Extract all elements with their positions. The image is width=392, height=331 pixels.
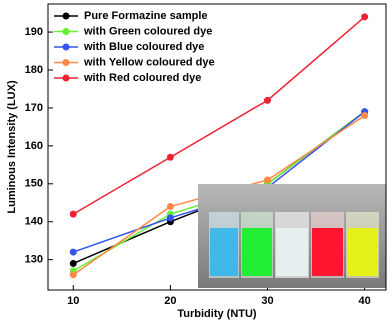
legend-label: with Yellow coloured dye xyxy=(83,56,215,68)
data-point xyxy=(69,210,77,218)
y-tick-label: 170 xyxy=(25,102,43,114)
data-point xyxy=(361,13,369,21)
legend-label: Pure Formazine sample xyxy=(84,10,208,22)
series-line xyxy=(72,16,366,215)
data-point xyxy=(361,112,369,120)
inset-photo xyxy=(198,184,386,288)
y-tick-label: 150 xyxy=(25,178,43,190)
x-axis-label: Turbidity (NTU) xyxy=(177,308,257,320)
data-point xyxy=(264,176,272,184)
data-point xyxy=(69,259,77,267)
legend-marker xyxy=(62,59,70,66)
beaker-liquid xyxy=(242,228,272,276)
y-tick-label: 190 xyxy=(25,26,43,38)
y-axis-label: Luminous Intensity (LUX) xyxy=(6,80,18,214)
x-tick-label: 20 xyxy=(164,295,176,307)
legend-marker xyxy=(62,28,70,35)
beaker-liquid xyxy=(347,228,378,276)
y-tick-label: 140 xyxy=(25,216,43,228)
legend-label: with Blue coloured dye xyxy=(83,41,204,53)
x-tick-label: 40 xyxy=(359,295,371,307)
data-point xyxy=(69,271,77,279)
beaker-liquid xyxy=(312,228,343,276)
legend-marker xyxy=(62,43,70,51)
data-point xyxy=(166,214,174,222)
data-point xyxy=(69,248,77,256)
data-point xyxy=(264,96,272,104)
plot-area: 130 140 150 160 170 180 190 10 20 30 40 xyxy=(25,13,371,307)
y-tick-label: 160 xyxy=(25,140,43,152)
x-tick-label: 10 xyxy=(67,295,79,307)
data-point xyxy=(166,203,174,211)
legend-marker xyxy=(62,74,70,82)
legend-label: with Green coloured dye xyxy=(83,25,212,37)
beaker-liquid xyxy=(276,228,308,276)
y-tick-label: 180 xyxy=(25,64,43,76)
y-tick-label: 130 xyxy=(25,254,43,266)
beaker-liquid xyxy=(210,228,238,276)
legend-marker xyxy=(62,12,70,20)
data-point xyxy=(166,153,174,161)
plot-frame xyxy=(47,3,387,291)
legend: Pure Formazine sample with Green coloured… xyxy=(54,10,215,84)
x-tick-label: 30 xyxy=(261,295,273,307)
legend-label: with Red coloured dye xyxy=(83,72,201,84)
